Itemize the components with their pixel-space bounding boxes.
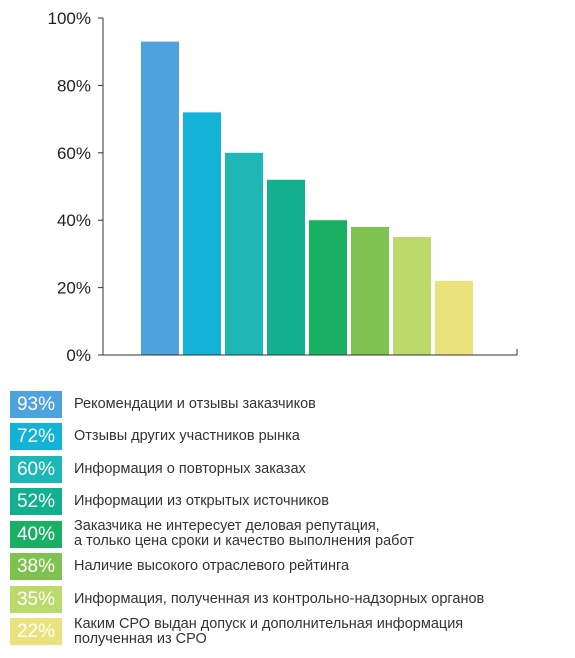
legend-label: Рекомендации и отзывы заказчиков <box>74 395 316 412</box>
bars <box>141 41 473 356</box>
legend-item: 38% Наличие высокого отраслевого рейтинга <box>10 551 570 584</box>
y-tick-label: 40% <box>57 211 91 230</box>
legend-value-badge: 22% <box>10 618 62 646</box>
bar <box>435 280 473 355</box>
bar <box>351 226 389 355</box>
legend-item: 40% Заказчика не интересует деловая репут… <box>10 518 570 551</box>
legend-label: Информации из открытых источников <box>74 493 329 510</box>
legend-value-badge: 52% <box>10 488 62 516</box>
legend-label: Информация, полученная из контрольно-над… <box>74 590 485 607</box>
legend-item: 22% Каким СРО выдан допуск и дополнительн… <box>10 616 570 649</box>
bar-chart: 0% 20% 40% 60% 80% 100% <box>48 9 518 365</box>
legend-value-badge: 60% <box>10 455 62 483</box>
legend: 93% Рекомендации и отзывы заказчиков 72% От… <box>10 388 570 648</box>
legend-value-badge: 93% <box>10 390 62 418</box>
legend-item: 72% Отзывы других участников рынка <box>10 421 570 454</box>
bar <box>309 220 347 355</box>
y-tick-label: 100% <box>48 9 91 28</box>
legend-label: Каким СРО выдан допуск и дополнительная … <box>74 615 464 647</box>
y-tick-label: 80% <box>57 76 91 95</box>
legend-value-badge: 72% <box>10 423 62 451</box>
y-tick-label: 60% <box>57 144 91 163</box>
bar <box>183 112 221 355</box>
legend-label: Информация о повторных заказах <box>74 460 306 477</box>
legend-value-badge: 38% <box>10 553 62 581</box>
legend-label: Заказчика не интересует деловая репутаци… <box>74 518 414 550</box>
legend-label: Отзывы других участников рынка <box>74 428 300 445</box>
bar <box>267 179 305 355</box>
bar <box>225 152 263 355</box>
bar <box>393 237 431 355</box>
bar <box>141 41 179 356</box>
legend-item: 60% Информация о повторных заказах <box>10 453 570 486</box>
legend-item: 52% Информации из открытых источников <box>10 486 570 519</box>
legend-item: 93% Рекомендации и отзывы заказчиков <box>10 388 570 421</box>
legend-item: 35% Информация, полученная из контрольно-… <box>10 583 570 616</box>
legend-value-badge: 40% <box>10 520 62 548</box>
y-axis: 0% 20% 40% 60% 80% 100% <box>48 9 104 365</box>
legend-label: Наличие высокого отраслевого рейтинга <box>74 558 350 575</box>
x-axis <box>103 349 518 356</box>
y-tick-label: 0% <box>66 346 91 365</box>
legend-value-badge: 35% <box>10 585 62 613</box>
y-tick-label: 20% <box>57 279 91 298</box>
